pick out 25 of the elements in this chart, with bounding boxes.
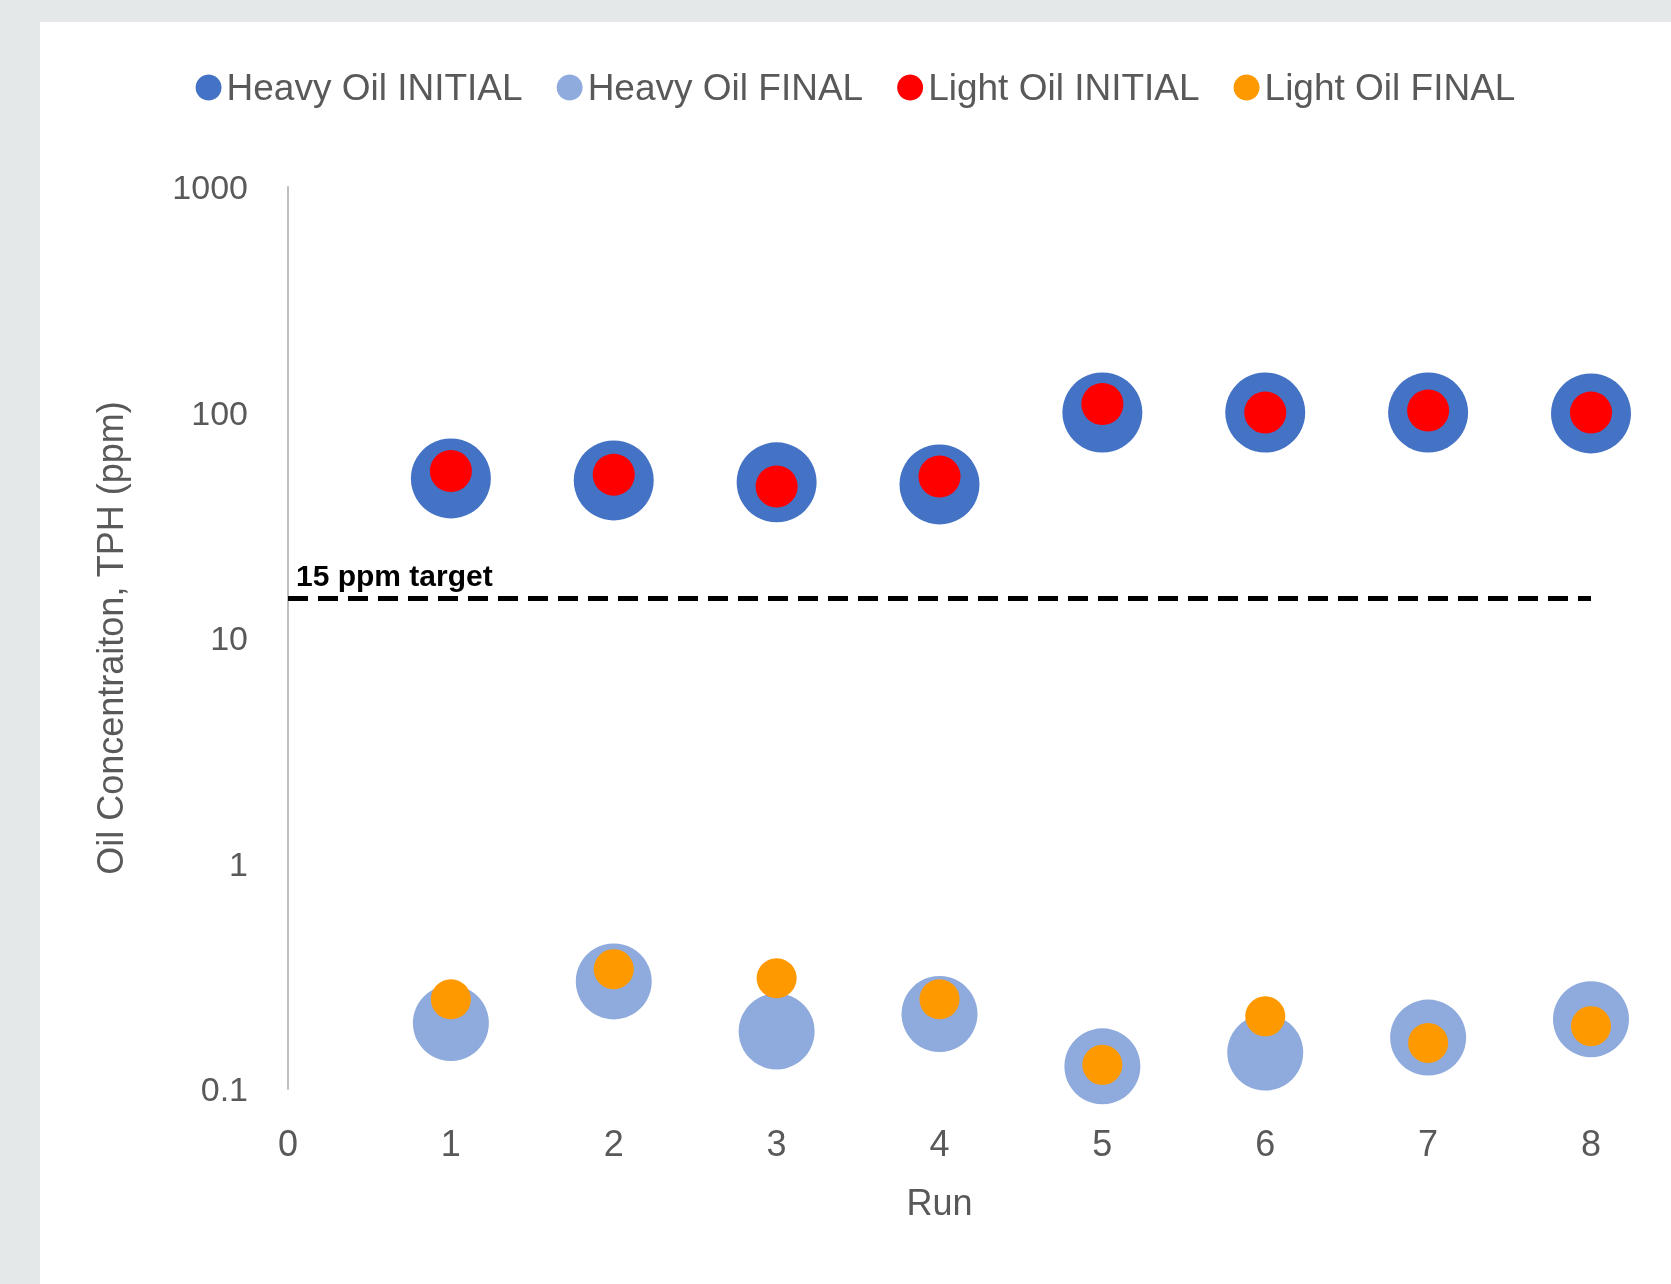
x-tick-label: 4 <box>929 1122 950 1164</box>
point <box>738 993 815 1070</box>
point <box>430 979 471 1020</box>
y-axis-title: Oil Concentraiton, TPH (ppm) <box>89 401 131 875</box>
x-tick-label: 1 <box>440 1122 461 1164</box>
x-axis-title: Run <box>906 1181 973 1223</box>
x-tick-label: 7 <box>1418 1122 1439 1164</box>
y-tick-label: 100 <box>191 393 248 432</box>
legend-label: Heavy Oil INITIAL <box>226 67 523 108</box>
x-tick-label: 0 <box>277 1122 299 1164</box>
point <box>756 958 797 999</box>
y-tick-label: 0.1 <box>200 1070 248 1108</box>
legend-label: Heavy Oil FINAL <box>587 67 864 108</box>
x-tick-label: 3 <box>766 1122 787 1164</box>
legend-label: Light Oil INITIAL <box>928 67 1200 108</box>
x-tick-label: 2 <box>603 1122 624 1164</box>
x-tick-label: 5 <box>1092 1122 1113 1164</box>
y-tick-label: 10 <box>210 619 248 657</box>
ref-line-label: 15 ppm target <box>296 558 493 592</box>
y-tick-label: 1000 <box>172 168 248 206</box>
y-tick-label: 1 <box>229 844 248 883</box>
point <box>1245 996 1286 1037</box>
x-tick-label: 8 <box>1580 1122 1602 1164</box>
x-tick-label: 6 <box>1255 1122 1276 1164</box>
legend-label: Light Oil FINAL <box>1264 67 1516 108</box>
